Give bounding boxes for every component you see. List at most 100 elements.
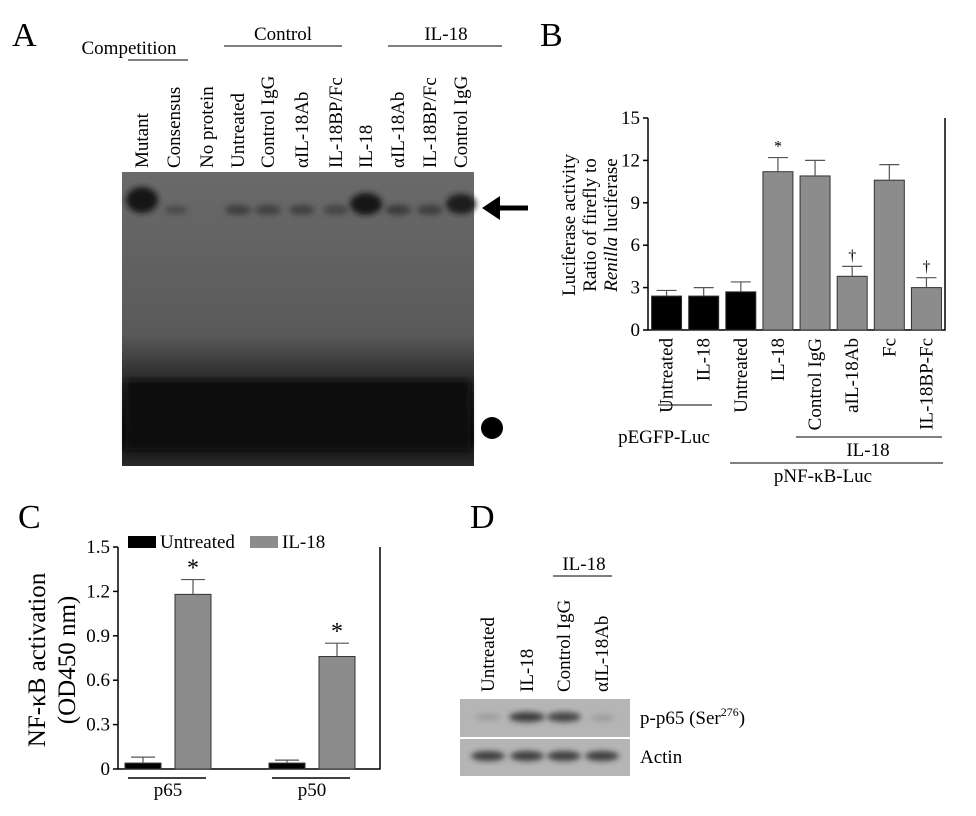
y-tick-label: 12 xyxy=(621,150,640,171)
y-axis-title-line: (OD450 nm) xyxy=(54,596,81,724)
y-tick-label: 0.9 xyxy=(86,626,110,647)
blot-bands xyxy=(471,712,619,761)
group-label: IL-18 xyxy=(424,24,467,45)
lane-label: IL-18BP/Fc xyxy=(326,77,347,168)
x-tick-label: IL-18BP-Fc xyxy=(916,338,937,430)
lane-label: Untreated xyxy=(478,617,499,692)
arrow xyxy=(482,196,528,220)
row-label-sup: 276 xyxy=(721,705,739,719)
x-tick-label: Control IgG xyxy=(805,338,826,431)
axis-line xyxy=(117,547,381,770)
y-axis-title: Luciferase activity Ratio of firefly to … xyxy=(559,154,622,296)
x-tick-label: IL-18 xyxy=(694,338,715,381)
bar xyxy=(873,179,905,331)
bar xyxy=(268,762,306,770)
significance-marker: * xyxy=(187,556,199,582)
group-label: Control xyxy=(254,24,312,45)
bar xyxy=(124,762,162,770)
group-label: IL-18 xyxy=(562,554,605,575)
lane-label: αIL-18Ab xyxy=(292,92,313,168)
error-bar xyxy=(805,159,826,176)
lane-labels: Untreated IL-18 Control IgG αIL-18Ab xyxy=(478,599,613,692)
y-axis-title-line: NF-κB activation xyxy=(24,572,51,747)
significance-marker: † xyxy=(922,259,930,276)
bar xyxy=(318,656,356,770)
lane-label: Control IgG xyxy=(258,75,279,168)
y-axis-title: NF-κB activation (OD450 nm) xyxy=(24,572,81,747)
group-label: pNF-κB-Luc xyxy=(774,466,872,487)
bar xyxy=(725,291,757,331)
x-tick-label: Fc xyxy=(879,338,900,357)
group-label: IL-18 xyxy=(846,440,889,461)
error-bar xyxy=(181,578,205,595)
panel-letter: C xyxy=(18,499,41,536)
lane-labels: Mutant Consensus No protein Untreated Contro… xyxy=(132,75,472,168)
row-label: Actin xyxy=(640,747,683,768)
y-tick-label: 15 xyxy=(621,108,640,129)
lane-label: αIL-18Ab xyxy=(388,92,409,168)
lane-label: IL-18 xyxy=(517,649,538,692)
y-axis-title-italic: Renilla xyxy=(601,237,622,293)
x-tick-label: aIL-18Ab xyxy=(842,338,863,413)
panel-letter: B xyxy=(540,17,563,54)
y-axis-title-line: Luciferase activity xyxy=(559,154,580,296)
error-bar xyxy=(879,164,900,181)
significance-marker: * xyxy=(774,139,782,156)
free-probe-marker xyxy=(481,417,503,439)
y-axis-title-line: Ratio of firefly to xyxy=(580,158,601,292)
bar xyxy=(836,275,868,331)
lane-label: Untreated xyxy=(228,93,249,168)
error-bar xyxy=(730,281,751,292)
bar xyxy=(799,175,831,331)
panel-letter: D xyxy=(470,499,495,536)
lane-label: Control IgG xyxy=(451,75,472,168)
legend-swatch xyxy=(128,536,156,548)
lane-label: Consensus xyxy=(164,87,185,168)
group-label: pEGFP-Luc xyxy=(618,427,710,448)
bar xyxy=(762,171,794,331)
gel-bands xyxy=(126,187,476,450)
y-tick-label: 0 xyxy=(101,759,111,780)
significance-marker: † xyxy=(848,247,856,264)
lane-label: αIL-18Ab xyxy=(592,616,613,692)
y-tick-label: 6 xyxy=(631,235,641,256)
x-tick-label: p65 xyxy=(154,780,183,801)
significance-marker: * xyxy=(331,619,343,645)
row-label: p-p65 (Ser276) xyxy=(640,705,745,729)
x-tick-label: Untreated xyxy=(731,338,752,413)
error-bar xyxy=(325,642,349,657)
legend-label: IL-18 xyxy=(282,532,325,553)
lane-label: Control IgG xyxy=(554,599,575,692)
y-tick-label: 1.5 xyxy=(86,537,110,558)
lane-label: No protein xyxy=(197,86,218,168)
panel-letter: A xyxy=(12,17,37,54)
axis-line xyxy=(647,118,946,331)
lane-label: IL-18BP/Fc xyxy=(420,77,441,168)
y-tick-label: 0.6 xyxy=(86,670,110,691)
legend-swatch xyxy=(250,536,278,548)
group-label: Competition xyxy=(82,38,178,59)
y-axis-title-part: luciferase xyxy=(601,158,622,232)
x-tick-label: Untreated xyxy=(657,338,678,413)
lane-label: Mutant xyxy=(132,112,153,168)
row-label-text: p-p65 (Ser xyxy=(640,708,721,729)
error-bar xyxy=(656,289,677,297)
y-tick-label: 3 xyxy=(631,278,641,299)
error-bar xyxy=(275,759,299,764)
legend-label: Untreated xyxy=(160,532,235,553)
bar xyxy=(688,295,720,331)
y-tick-label: 0.3 xyxy=(86,715,110,736)
y-tick-label: 0 xyxy=(631,320,641,341)
lane-label: IL-18 xyxy=(356,125,377,168)
x-tick-label: IL-18 xyxy=(768,338,789,381)
error-bar xyxy=(131,756,155,764)
bar xyxy=(651,295,683,331)
error-bar xyxy=(767,156,788,172)
row-label-close: ) xyxy=(739,708,745,729)
y-tick-label: 1.2 xyxy=(86,581,110,602)
bar xyxy=(910,287,942,331)
x-tick-label: p50 xyxy=(298,780,327,801)
error-bar xyxy=(842,265,863,277)
error-bar xyxy=(693,287,714,297)
